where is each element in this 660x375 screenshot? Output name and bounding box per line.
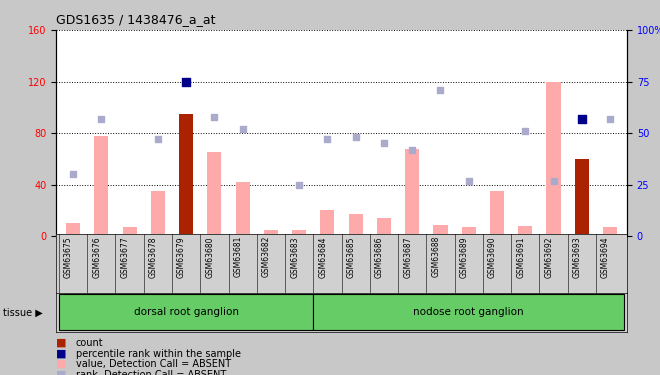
Point [96, 116, 107, 122]
Point [294, 182, 304, 188]
Point [548, 178, 559, 184]
Text: GSM63694: GSM63694 [601, 236, 610, 278]
Text: GSM63677: GSM63677 [121, 236, 129, 278]
Point [407, 147, 418, 153]
Text: GSM63684: GSM63684 [318, 236, 327, 278]
Text: percentile rank within the sample: percentile rank within the sample [76, 349, 241, 358]
Bar [518, 226, 533, 236]
Point [322, 136, 333, 142]
Bar [631, 226, 645, 236]
Bar [314, 294, 624, 330]
Text: nodose root ganglion: nodose root ganglion [413, 307, 524, 317]
Text: GSM63689: GSM63689 [460, 236, 469, 278]
Text: ■: ■ [56, 370, 67, 375]
Text: ■: ■ [56, 349, 67, 358]
Bar [575, 159, 589, 236]
Point [520, 128, 531, 134]
Text: GSM63691: GSM63691 [516, 236, 525, 278]
Point [435, 87, 446, 93]
Point [379, 141, 389, 147]
Point [181, 79, 191, 85]
Point [576, 116, 587, 122]
Text: GSM63687: GSM63687 [403, 236, 412, 278]
Text: GSM63682: GSM63682 [262, 236, 271, 278]
Bar [377, 218, 391, 236]
Bar [434, 225, 447, 236]
Text: GSM63693: GSM63693 [573, 236, 581, 278]
Bar [179, 114, 193, 236]
Text: GSM63685: GSM63685 [346, 236, 356, 278]
Bar [236, 182, 249, 236]
Bar [207, 153, 222, 236]
Point [238, 126, 248, 132]
Text: rank, Detection Call = ABSENT: rank, Detection Call = ABSENT [76, 370, 226, 375]
Text: count: count [76, 338, 104, 348]
Text: GSM63675: GSM63675 [64, 236, 73, 278]
Point [152, 136, 163, 142]
Point [350, 134, 361, 140]
Bar [264, 230, 278, 236]
Bar [150, 191, 165, 236]
Text: GSM63680: GSM63680 [205, 236, 214, 278]
Text: ■: ■ [56, 338, 67, 348]
Text: GSM63688: GSM63688 [432, 236, 440, 278]
Point [605, 116, 615, 122]
Point [463, 178, 474, 184]
Text: GSM63681: GSM63681 [234, 236, 243, 278]
Bar [94, 136, 108, 236]
Bar [292, 230, 306, 236]
Text: GSM63690: GSM63690 [488, 236, 497, 278]
Bar [603, 227, 617, 236]
Bar [490, 191, 504, 236]
Text: GSM63692: GSM63692 [544, 236, 554, 278]
Text: GSM63678: GSM63678 [149, 236, 158, 278]
Text: GSM63676: GSM63676 [92, 236, 102, 278]
Text: GSM63679: GSM63679 [177, 236, 186, 278]
Bar [348, 214, 363, 236]
Point [209, 114, 220, 120]
Bar [320, 210, 335, 236]
Text: value, Detection Call = ABSENT: value, Detection Call = ABSENT [76, 359, 231, 369]
Bar [546, 82, 560, 236]
Text: ■: ■ [56, 359, 67, 369]
Text: GSM63683: GSM63683 [290, 236, 299, 278]
Bar [123, 227, 137, 236]
Bar [405, 148, 419, 236]
Bar [66, 224, 80, 236]
Text: dorsal root ganglion: dorsal root ganglion [133, 307, 239, 317]
Point [68, 171, 79, 177]
Bar [59, 294, 314, 330]
Text: tissue ▶: tissue ▶ [3, 308, 43, 318]
Text: GDS1635 / 1438476_a_at: GDS1635 / 1438476_a_at [56, 13, 216, 26]
Text: GSM63686: GSM63686 [375, 236, 384, 278]
Bar [461, 227, 476, 236]
Point [633, 176, 644, 181]
